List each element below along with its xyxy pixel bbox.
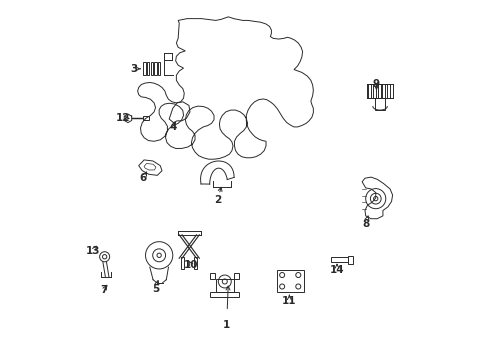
- Bar: [210, 273, 215, 279]
- Bar: [276, 270, 303, 292]
- Bar: [382, 84, 385, 98]
- Bar: [330, 257, 348, 262]
- Bar: [193, 257, 197, 269]
- Bar: [210, 292, 239, 297]
- Bar: [180, 257, 184, 269]
- Bar: [372, 84, 375, 98]
- Text: 7: 7: [100, 285, 107, 296]
- Text: 14: 14: [329, 265, 344, 275]
- Text: 8: 8: [361, 219, 368, 229]
- Bar: [386, 84, 389, 98]
- Text: 6: 6: [140, 173, 147, 183]
- Text: 13: 13: [86, 246, 100, 256]
- Bar: [234, 273, 239, 279]
- Bar: [154, 62, 156, 75]
- Text: 9: 9: [372, 79, 379, 89]
- Bar: [143, 62, 145, 75]
- Text: 11: 11: [282, 296, 296, 306]
- Text: 4: 4: [169, 122, 176, 132]
- Bar: [367, 84, 371, 98]
- Text: 2: 2: [214, 195, 221, 205]
- Bar: [158, 62, 160, 75]
- Text: 3: 3: [130, 64, 138, 74]
- Bar: [150, 62, 153, 75]
- Bar: [215, 279, 233, 292]
- Bar: [347, 256, 352, 264]
- Bar: [147, 62, 149, 75]
- Text: 10: 10: [184, 260, 198, 270]
- Bar: [142, 116, 149, 121]
- Text: 1: 1: [223, 320, 230, 330]
- Bar: [374, 98, 385, 110]
- Bar: [377, 84, 380, 98]
- Text: 12: 12: [116, 113, 130, 123]
- Text: 5: 5: [152, 284, 159, 294]
